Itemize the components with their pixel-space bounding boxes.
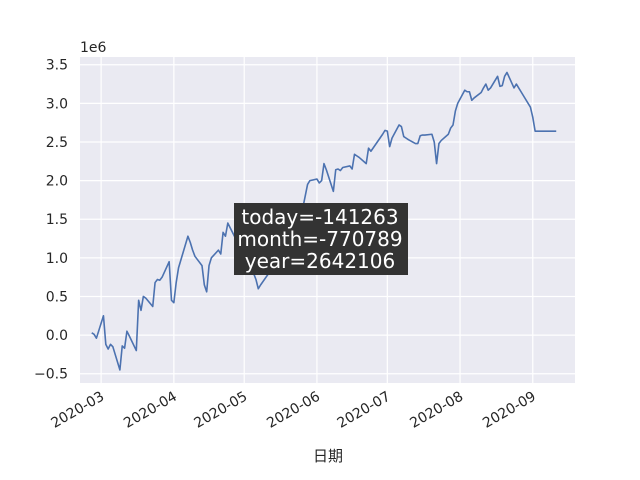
y-tick-label: 2.5	[46, 135, 68, 151]
y-tick-label: 0.0	[46, 328, 68, 344]
x-tick-label: 2020-09	[480, 389, 539, 432]
x-tick-label: 2020-07	[335, 389, 394, 432]
y-tick-label: 3.5	[46, 58, 68, 74]
y-tick-label: 2.0	[46, 174, 68, 190]
x-axis-label: 日期	[313, 447, 343, 465]
series-line	[91, 71, 557, 371]
y-tick-label: 0.5	[46, 289, 68, 305]
y-tick-label: 1.0	[46, 251, 68, 267]
x-tick-labels: 2020-03 2020-04 2020-05 2020-06 2020-07 2020-…	[48, 389, 538, 432]
annotation-box: today=-141263 month=-770789 year=2642106	[234, 203, 408, 275]
y-tick-labels: −0.5 0.0 0.5 1.0 1.5 2.0 2.5 3.0 3.5	[34, 58, 68, 383]
y-tick-label: −0.5	[34, 367, 68, 383]
annotation-year: year=2642106	[245, 249, 395, 273]
x-tick-label: 2020-03	[48, 389, 107, 432]
annotation-background	[234, 203, 408, 275]
x-tick-label: 2020-05	[192, 389, 251, 432]
y-tick-label: 1.5	[46, 212, 68, 228]
annotation-month: month=-770789	[237, 227, 402, 251]
y-tick-label: 3.0	[46, 96, 68, 112]
grid-lines	[80, 57, 575, 383]
annotation-today: today=-141263	[241, 205, 398, 229]
y-scale-label: 1e6	[80, 40, 107, 56]
x-tick-label: 2020-04	[121, 389, 180, 432]
x-tick-label: 2020-08	[407, 389, 466, 432]
x-tick-label: 2020-06	[264, 389, 323, 432]
